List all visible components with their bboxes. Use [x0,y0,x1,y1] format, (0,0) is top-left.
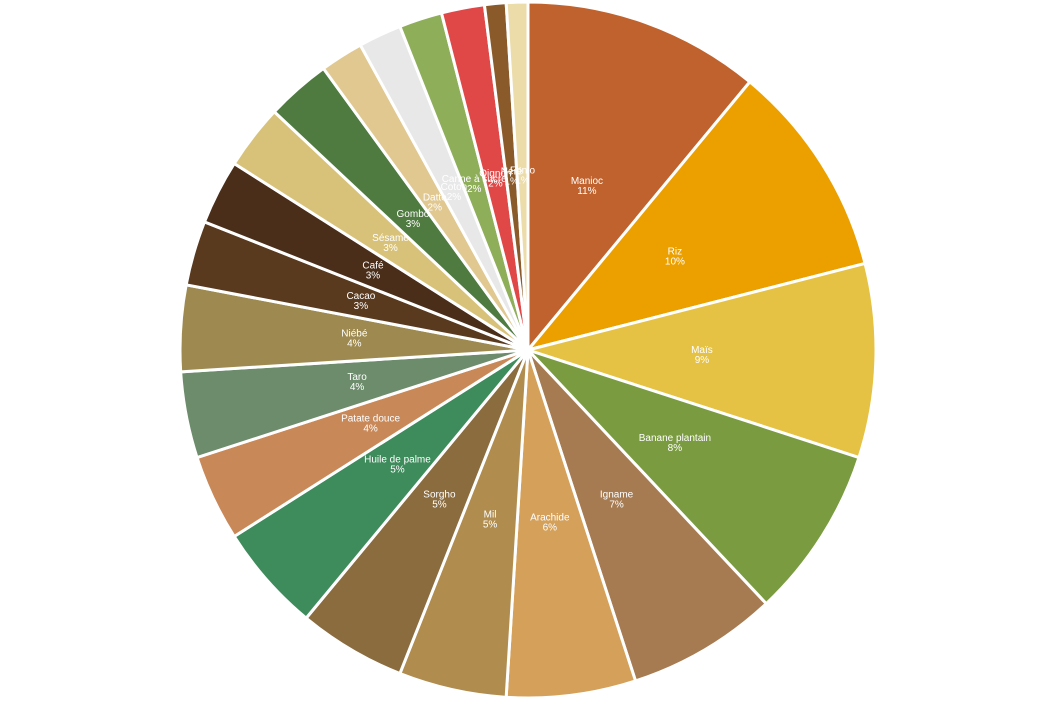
pie-slice [522,261,878,460]
slice-label: Cacao [346,291,375,302]
slice-value-label: 4% [363,424,378,435]
slice-label: Café [362,261,384,272]
slice-value-label: 5% [390,465,405,476]
slice-value-label: 2% [428,203,443,214]
slice-label: Igname [600,489,634,500]
slice-label: Coton [441,182,468,193]
slice-label: Manioc [571,176,603,187]
slice-label: Canne à sucre [442,174,507,185]
pie-slice [504,349,638,700]
slice-value-label: 4% [350,382,365,393]
slice-value-label: 3% [354,301,369,312]
slice-value-label: 3% [383,243,398,254]
slice-value-label: 2% [488,179,503,190]
pie-slice [526,348,861,606]
slice-label: Arachide [530,512,570,523]
slice-value-label: 5% [432,499,447,510]
slice-label: Banane plantain [639,433,711,444]
slice-label: Riz [668,246,682,257]
slice-value-label: 2% [467,184,482,195]
slice-value-label: 1% [504,176,519,187]
slice-label: Patate douce [341,414,400,425]
slice-value-label: 11% [577,186,596,197]
slice-label: Datte [423,193,447,204]
slice-value-label: 3% [366,271,381,282]
slice-label: Huile de palme [364,455,431,466]
slice-value-label: 8% [668,443,683,454]
pie-slice [526,348,769,683]
slice-value-label: 10% [665,256,685,267]
slice-label: Niébé [341,329,368,340]
slice-label: Mil [484,509,497,520]
slice-label: Taro [347,372,367,383]
pie-slice [504,0,530,351]
slice-value-label: 9% [695,355,710,366]
slice-label: Oignon [479,169,511,180]
pie-slice [523,79,867,353]
slice-value-label: 6% [543,522,558,533]
slice-value-label: 1% [515,176,530,187]
slice-value-label: 5% [483,519,498,530]
pie-slice [526,0,752,355]
slice-label: Fonio [510,166,535,177]
slice-value-label: 4% [347,339,362,350]
slice-label: Gombo [397,209,430,220]
slice-value-label: 7% [609,499,624,510]
slice-label: Sorgho [423,489,456,500]
slice-label: Maïs [691,345,713,356]
slice-label: Néré [501,166,523,177]
slice-value-label: 2% [447,192,462,203]
slice-value-label: 3% [406,219,421,230]
slice-label: Sésame [372,233,409,244]
